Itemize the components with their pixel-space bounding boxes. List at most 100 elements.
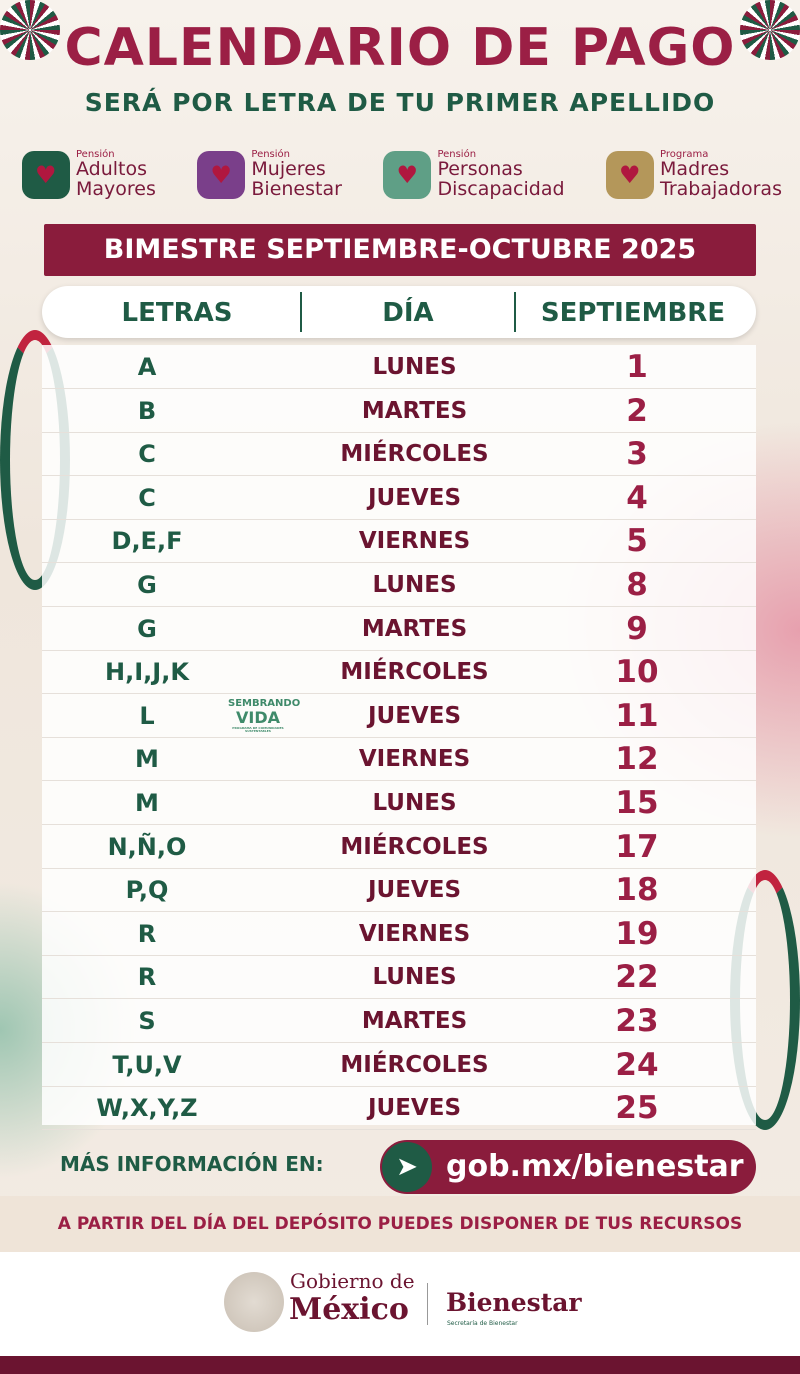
date-cell: 23 — [615, 1003, 659, 1039]
table-row: P,Q JUEVES 18 — [42, 869, 756, 913]
date-cell: 17 — [615, 828, 659, 865]
column-header-day: DÍA — [382, 298, 434, 328]
day-cell: MIÉRCOLES — [340, 441, 489, 468]
program-kind: Pensión — [437, 149, 477, 160]
sembrando-vida-logo: SEMBRANDO VIDA PROGRAMA DE COMUNIDADES S… — [228, 698, 301, 732]
letters-cell: G — [137, 571, 157, 599]
bienestar-logo: Bienestar — [446, 1288, 582, 1317]
letters-cell: G — [137, 614, 157, 643]
program-kind: Pensión — [251, 149, 290, 160]
program-logo: Pensión Mujeres Bienestar — [197, 150, 342, 200]
gobierno-logo-line2: México — [289, 1292, 409, 1327]
date-cell: 10 — [615, 654, 659, 691]
table-header: LETRAS DÍA SEPTIEMBRE — [42, 286, 756, 338]
women-heart-icon — [197, 150, 246, 199]
day-cell: JUEVES — [367, 702, 462, 729]
letters-cell: R — [137, 919, 157, 948]
date-cell: 2 — [626, 392, 648, 429]
date-cell: 12 — [615, 741, 659, 778]
table-panel — [42, 345, 756, 1125]
table-row: G MARTES 9 — [42, 608, 756, 651]
program-logo: Pensión Personas Discapacidad — [383, 149, 565, 200]
date-cell: 1 — [626, 349, 648, 385]
table-row: R LUNES 22 — [42, 956, 756, 1000]
letters-cell: A — [137, 353, 157, 381]
deposit-notice: A PARTIR DEL DÍA DEL DEPÓSITO PUEDES DIS… — [0, 1196, 800, 1252]
day-cell: MIÉRCOLES — [340, 833, 489, 860]
date-cell: 8 — [626, 567, 648, 603]
rosette-icon — [0, 0, 60, 60]
table-row: M LUNES 15 — [42, 782, 756, 825]
letters-cell: M — [135, 789, 159, 817]
table-row: N,Ñ,O MIÉRCOLES 17 — [42, 826, 756, 869]
day-cell: LUNES — [372, 790, 457, 816]
table-row: B MARTES 2 — [42, 390, 756, 433]
website-link-button[interactable]: ➤ gob.mx/bienestar — [380, 1140, 756, 1194]
program-name: Personas — [437, 158, 523, 180]
date-cell: 22 — [615, 959, 659, 996]
letters-cell: T,U,V — [112, 1050, 182, 1079]
disability-heart-icon — [383, 150, 432, 199]
table-row: S MARTES 23 — [42, 1000, 756, 1043]
day-cell: JUEVES — [367, 877, 462, 904]
footer — [0, 1252, 800, 1356]
logo-text: SEMBRANDO — [228, 698, 301, 709]
logo-text: VIDA — [236, 708, 280, 727]
letters-cell: D,E,F — [111, 527, 183, 556]
program-name: Bienestar — [251, 177, 342, 200]
website-link-text[interactable]: gob.mx/bienestar — [446, 1149, 744, 1184]
day-cell: VIERNES — [358, 746, 471, 773]
table-row: M VIERNES 12 — [42, 738, 756, 782]
day-cell: LUNES — [372, 354, 457, 380]
table-row: C MIÉRCOLES 3 — [42, 433, 756, 477]
letters-cell: W,X,Y,Z — [96, 1094, 198, 1123]
date-cell: 9 — [626, 610, 648, 647]
day-cell: MARTES — [361, 1008, 468, 1034]
column-header-month: SEPTIEMBRE — [540, 298, 726, 328]
table-row: L JUEVES 11 — [42, 695, 756, 738]
period-banner: BIMESTRE SEPTIEMBRE-OCTUBRE 2025 — [22, 224, 778, 288]
program-name: Discapacidad — [437, 177, 565, 200]
day-cell: MARTES — [361, 397, 468, 424]
program-name: Mayores — [76, 177, 156, 200]
rosette-icon — [740, 0, 800, 60]
day-cell: MIÉRCOLES — [340, 1051, 489, 1078]
letters-cell: M — [135, 745, 159, 774]
letters-cell: H,I,J,K — [105, 658, 189, 687]
program-kind: Pensión — [76, 149, 115, 160]
page-subtitle: SERÁ POR LETRA DE TU PRIMER APELLIDO — [84, 88, 716, 117]
gobierno-logo-line1: Gobierno de — [290, 1269, 415, 1293]
bottom-bar — [0, 1356, 800, 1374]
day-cell: JUEVES — [367, 1095, 462, 1122]
date-cell: 24 — [615, 1046, 659, 1083]
more-info-label: MÁS INFORMACIÓN EN: — [60, 1152, 324, 1176]
day-cell: VIERNES — [358, 528, 471, 555]
program-name: Madres — [660, 158, 730, 180]
table-row: T,U,V MIÉRCOLES 24 — [42, 1044, 756, 1087]
letters-cell: N,Ñ,O — [107, 832, 187, 861]
table-row: R VIERNES 19 — [42, 913, 756, 956]
day-cell: MIÉRCOLES — [340, 659, 489, 686]
elderly-couple-heart-icon — [22, 150, 70, 199]
letters-cell: C — [138, 440, 156, 469]
mother-children-icon — [606, 150, 655, 199]
letters-cell: P,Q — [125, 876, 169, 905]
divider — [427, 1283, 428, 1325]
program-kind: Programa — [660, 149, 709, 160]
table-row: A LUNES 1 — [42, 346, 756, 389]
table-row: H,I,J,K MIÉRCOLES 10 — [42, 651, 756, 695]
date-cell: 25 — [615, 1090, 659, 1127]
mexico-seal-icon — [224, 1272, 284, 1332]
table-row: G LUNES 8 — [42, 564, 756, 607]
bienestar-subtitle: Secretaría de Bienestar — [447, 1320, 518, 1327]
date-cell: 11 — [615, 697, 659, 734]
divider — [300, 292, 302, 332]
program-name: Adultos — [76, 158, 148, 180]
column-header-letters: LETRAS — [121, 298, 233, 328]
letters-cell: S — [138, 1007, 156, 1035]
cursor-arrow-icon: ➤ — [382, 1142, 432, 1192]
program-logos: Pensión Adultos Mayores Pensión Mujeres … — [22, 150, 782, 200]
program-logo: Pensión Adultos Mayores — [22, 150, 156, 200]
day-cell: MARTES — [361, 615, 468, 642]
letters-cell: L — [139, 701, 155, 730]
